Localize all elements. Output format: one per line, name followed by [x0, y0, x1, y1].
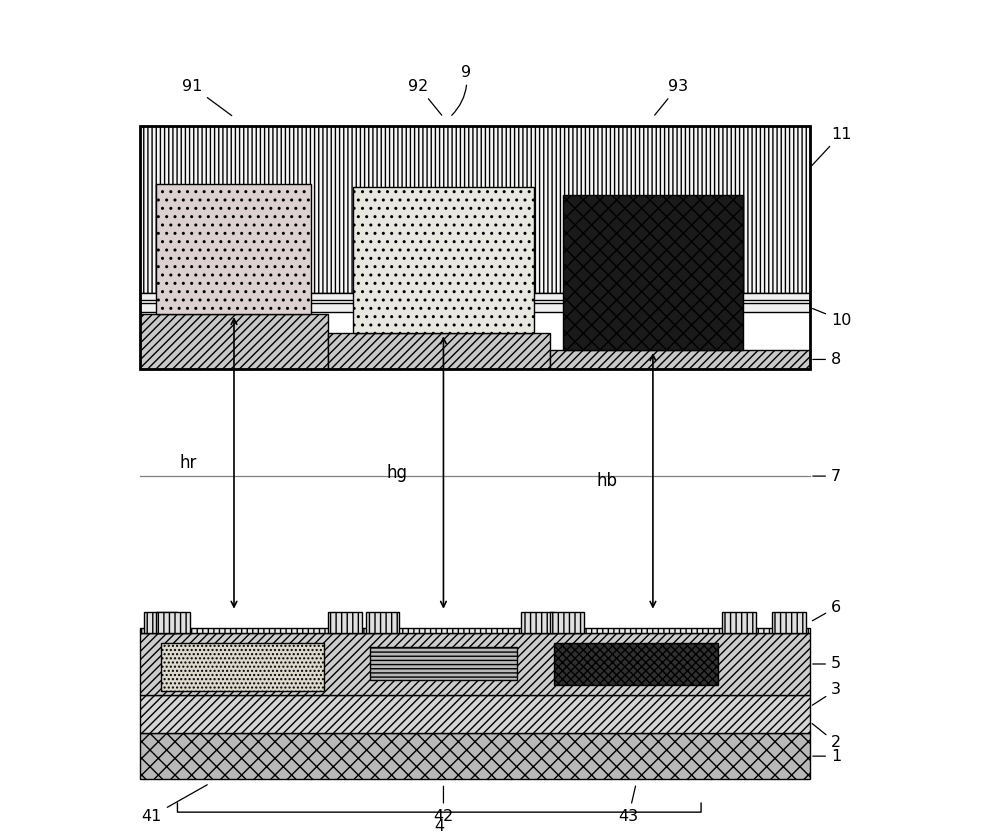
Bar: [140, 696, 810, 733]
Bar: [521, 612, 554, 633]
Bar: [140, 628, 810, 633]
Bar: [156, 184, 311, 314]
Bar: [353, 187, 534, 334]
Bar: [140, 303, 810, 312]
Text: hg: hg: [387, 463, 408, 482]
Text: 2: 2: [812, 723, 841, 750]
Text: 43: 43: [619, 786, 639, 824]
Text: 92: 92: [408, 79, 442, 115]
Text: 11: 11: [812, 127, 851, 166]
Text: 1: 1: [813, 748, 841, 763]
Bar: [550, 612, 584, 633]
Text: 6: 6: [812, 600, 841, 621]
Bar: [140, 293, 810, 300]
Bar: [563, 195, 743, 350]
Bar: [550, 350, 810, 369]
Bar: [144, 612, 177, 633]
Bar: [328, 612, 362, 633]
Text: 93: 93: [655, 79, 688, 115]
Bar: [366, 612, 399, 633]
Text: hb: hb: [596, 472, 617, 490]
Bar: [140, 314, 328, 369]
Bar: [370, 647, 517, 680]
Text: 4: 4: [434, 819, 444, 834]
Text: hr: hr: [179, 454, 197, 472]
Text: 91: 91: [182, 79, 232, 116]
Text: 7: 7: [813, 468, 841, 484]
Bar: [156, 612, 190, 633]
Bar: [140, 126, 810, 293]
Text: 9: 9: [452, 65, 472, 116]
Text: 10: 10: [813, 308, 851, 328]
Text: 5: 5: [813, 656, 841, 671]
Bar: [772, 612, 806, 633]
Text: 3: 3: [812, 682, 841, 706]
Bar: [140, 633, 810, 696]
Bar: [140, 126, 810, 369]
Bar: [328, 334, 550, 369]
Text: 41: 41: [142, 784, 207, 824]
Bar: [161, 644, 324, 691]
Bar: [554, 644, 718, 685]
Bar: [722, 612, 756, 633]
Text: 8: 8: [813, 352, 841, 367]
Text: 42: 42: [433, 786, 454, 824]
Bar: [140, 733, 810, 779]
